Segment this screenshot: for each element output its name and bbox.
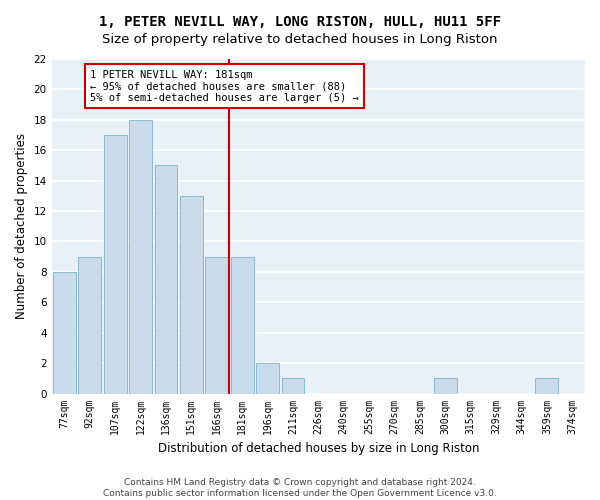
Bar [535,378,559,394]
Bar [281,378,304,394]
Text: Size of property relative to detached houses in Long Riston: Size of property relative to detached ho… [102,32,498,46]
Y-axis label: Number of detached properties: Number of detached properties [15,134,28,320]
Bar [53,272,76,394]
Bar [104,135,127,394]
Bar [205,256,228,394]
Text: 1 PETER NEVILL WAY: 181sqm
← 95% of detached houses are smaller (88)
5% of semi-: 1 PETER NEVILL WAY: 181sqm ← 95% of deta… [90,70,359,103]
Text: Contains HM Land Registry data © Crown copyright and database right 2024.
Contai: Contains HM Land Registry data © Crown c… [103,478,497,498]
Text: 1, PETER NEVILL WAY, LONG RISTON, HULL, HU11 5FF: 1, PETER NEVILL WAY, LONG RISTON, HULL, … [99,15,501,29]
Bar [434,378,457,394]
Bar [129,120,152,394]
Bar [79,256,101,394]
Bar [231,256,254,394]
X-axis label: Distribution of detached houses by size in Long Riston: Distribution of detached houses by size … [158,442,479,455]
Bar [155,166,178,394]
Bar [256,363,279,394]
Bar [180,196,203,394]
